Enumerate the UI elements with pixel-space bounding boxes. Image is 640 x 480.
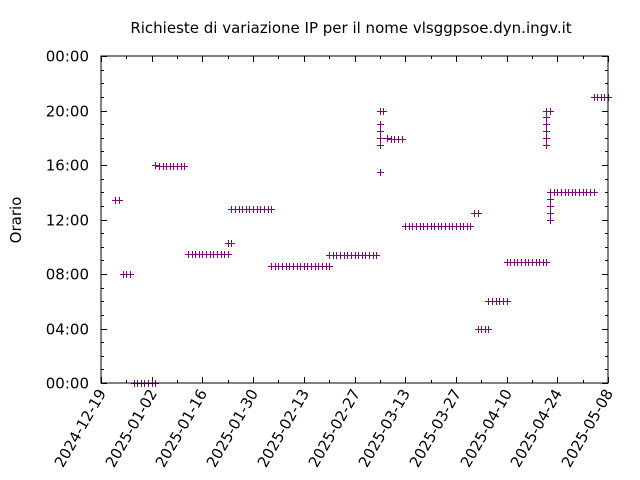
axis-ticks: 00:0004:0008:0012:0016:0020:0000:002024-… [46, 48, 617, 471]
data-point [547, 203, 554, 210]
x-tick-label: 2025-01-30 [203, 386, 262, 471]
data-points [112, 94, 612, 387]
x-tick-label: 2025-04-24 [507, 386, 566, 471]
data-point [116, 197, 123, 204]
data-point [543, 259, 550, 266]
data-point [268, 206, 275, 213]
y-tick-label: 08:00 [46, 266, 89, 284]
data-point [543, 121, 550, 128]
x-tick-label: 2025-02-27 [305, 386, 364, 471]
data-point [373, 252, 380, 259]
data-point [485, 326, 492, 333]
data-point [543, 114, 550, 121]
data-point [543, 142, 550, 149]
x-tick-label: 2025-01-02 [102, 386, 161, 471]
x-tick-label: 2025-01-16 [152, 386, 211, 471]
chart-title: Richieste di variazione IP per il nome v… [130, 19, 571, 37]
x-tick-label: 2025-03-13 [355, 386, 414, 471]
data-point [377, 128, 384, 135]
data-point [127, 271, 134, 278]
data-point [547, 108, 554, 115]
data-point [547, 217, 554, 224]
x-tick-label: 2025-03-27 [406, 386, 465, 471]
data-point [504, 298, 511, 305]
x-tick-label: 2025-05-08 [558, 386, 617, 471]
data-point [475, 210, 482, 217]
data-point [377, 121, 384, 128]
y-tick-label: 04:00 [46, 321, 89, 339]
y-axis-label: Orario [7, 197, 25, 244]
data-point [543, 128, 550, 135]
data-point [543, 135, 550, 142]
data-point [591, 189, 598, 196]
data-point [181, 163, 188, 170]
y-tick-label: 20:00 [46, 103, 89, 121]
data-point [547, 210, 554, 217]
y-tick-label: 16:00 [46, 157, 89, 175]
x-tick-label: 2025-02-13 [254, 386, 313, 471]
data-point [399, 136, 406, 143]
data-point [225, 251, 232, 258]
x-tick-label: 2024-12-19 [51, 386, 110, 471]
y-tick-label: 00:00 [46, 48, 89, 66]
data-point [467, 223, 474, 230]
y-tick-label: 12:00 [46, 212, 89, 230]
data-point [152, 162, 159, 169]
plot-frame [100, 55, 609, 384]
data-point [228, 240, 235, 247]
data-point [384, 135, 391, 142]
data-point [377, 135, 384, 142]
data-point [377, 169, 384, 176]
data-point [380, 108, 387, 115]
data-point [326, 263, 333, 270]
y-tick-label: 00:00 [46, 375, 89, 393]
data-point [547, 196, 554, 203]
data-point [377, 142, 384, 149]
x-tick-label: 2025-04-10 [457, 386, 516, 471]
